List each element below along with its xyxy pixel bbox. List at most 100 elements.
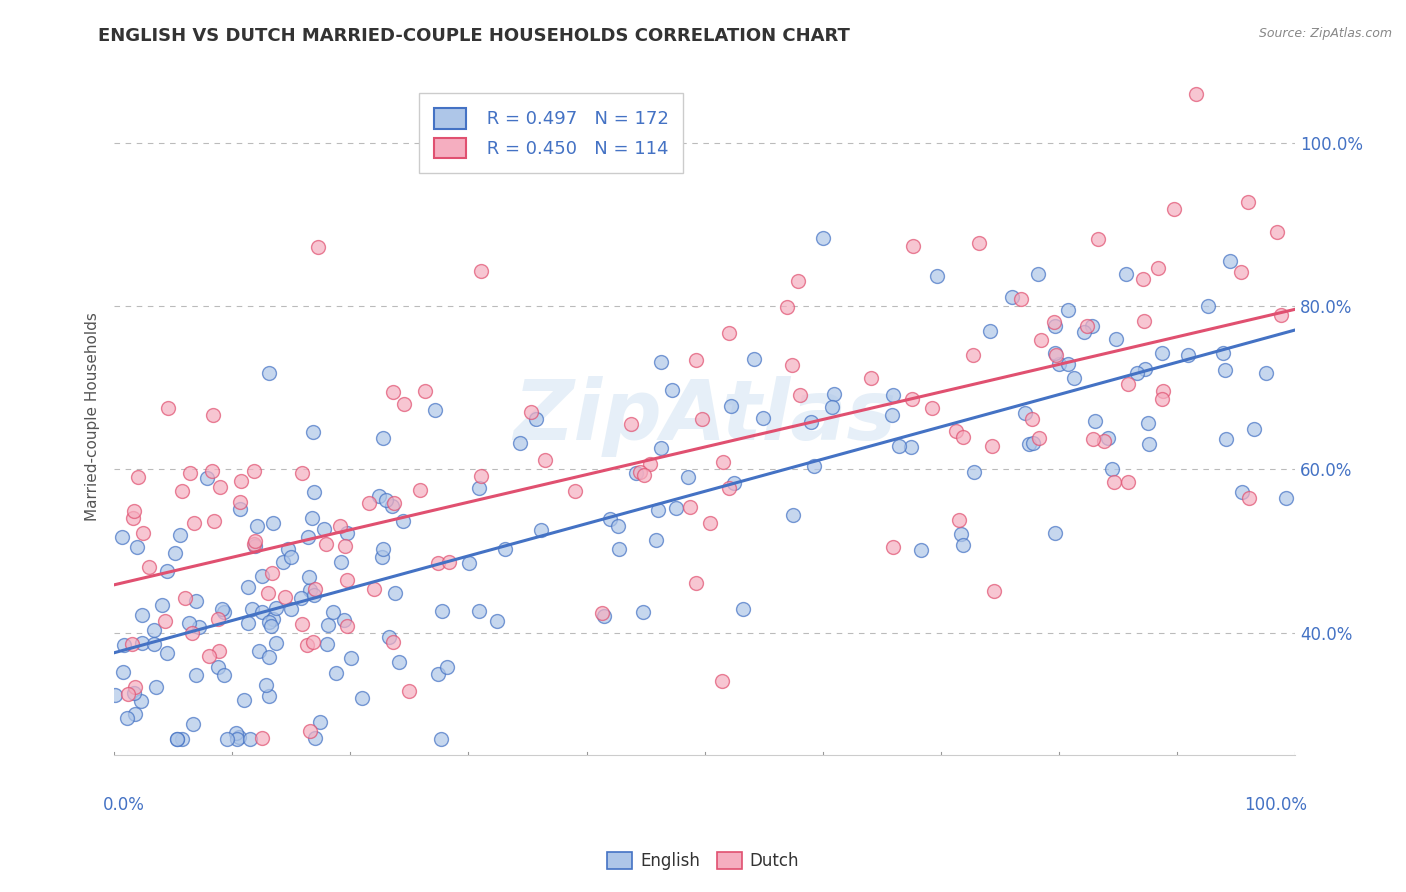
Point [336, 619, 359, 633]
Point [1014, 407, 1036, 421]
Point [371, 549, 394, 564]
Legend: English, Dutch: English, Dutch [600, 845, 806, 877]
Point [1045, 348, 1067, 362]
Point [1105, 332, 1128, 346]
Point [803, 459, 825, 474]
Point [375, 493, 398, 508]
Point [1001, 289, 1024, 303]
Point [340, 650, 363, 665]
Point [1021, 412, 1043, 426]
Point [1102, 475, 1125, 490]
Point [280, 602, 302, 616]
Point [676, 470, 699, 484]
Point [142, 624, 165, 638]
Point [240, 602, 263, 616]
Point [262, 612, 284, 626]
Point [225, 731, 247, 746]
Point [124, 706, 146, 721]
Point [207, 644, 229, 658]
Text: ENGLISH VS DUTCH MARRIED-COUPLE HOUSEHOLDS CORRELATION CHART: ENGLISH VS DUTCH MARRIED-COUPLE HOUSEHOL… [98, 27, 851, 45]
Point [156, 401, 179, 416]
Point [1045, 526, 1067, 541]
Point [232, 693, 254, 707]
Point [903, 238, 925, 252]
Point [207, 660, 229, 674]
Point [1101, 462, 1123, 476]
Point [520, 405, 543, 419]
Point [257, 649, 280, 664]
Point [1219, 254, 1241, 268]
Point [1028, 431, 1050, 445]
Point [315, 537, 337, 551]
Point [1132, 272, 1154, 286]
Point [821, 400, 844, 414]
Point [436, 660, 458, 674]
Point [1073, 325, 1095, 339]
Point [782, 508, 804, 522]
Text: 0.0%: 0.0% [103, 796, 145, 814]
Point [336, 526, 359, 541]
Point [1084, 414, 1107, 428]
Point [1133, 314, 1156, 328]
Point [184, 667, 207, 681]
Point [427, 667, 450, 681]
Point [1026, 268, 1049, 282]
Point [382, 496, 405, 510]
Point [163, 546, 186, 560]
Point [207, 612, 229, 626]
Point [1126, 366, 1149, 380]
Point [132, 526, 155, 541]
Point [333, 613, 356, 627]
Point [236, 615, 259, 630]
Point [208, 480, 231, 494]
Point [246, 519, 269, 533]
Point [211, 602, 233, 616]
Point [121, 637, 143, 651]
Point [188, 620, 211, 634]
Point [564, 483, 586, 498]
Point [665, 501, 688, 516]
Point [254, 678, 277, 692]
Point [298, 724, 321, 739]
Point [742, 351, 765, 366]
Point [787, 275, 810, 289]
Point [638, 457, 661, 471]
Point [357, 496, 380, 510]
Point [111, 665, 134, 679]
Point [1163, 202, 1185, 216]
Point [398, 684, 420, 698]
Point [962, 348, 984, 362]
Text: ZipAtlas: ZipAtlas [513, 376, 896, 457]
Point [298, 583, 321, 598]
Point [607, 519, 630, 533]
Point [125, 541, 148, 555]
Y-axis label: Married-couple Households: Married-couple Households [86, 312, 100, 521]
Point [882, 388, 904, 402]
Point [711, 455, 734, 469]
Point [228, 730, 250, 744]
Point [983, 584, 1005, 599]
Point [115, 711, 138, 725]
Point [633, 605, 655, 619]
Point [124, 680, 146, 694]
Point [156, 565, 179, 579]
Point [382, 635, 405, 649]
Point [201, 408, 224, 422]
Point [201, 464, 224, 478]
Point [316, 618, 339, 632]
Point [882, 540, 904, 554]
Point [131, 636, 153, 650]
Point [1087, 232, 1109, 246]
Point [910, 543, 932, 558]
Point [717, 326, 740, 340]
Point [150, 598, 173, 612]
Point [277, 541, 299, 556]
Point [229, 502, 252, 516]
Point [392, 397, 415, 411]
Point [204, 514, 226, 528]
Point [950, 527, 973, 541]
Point [1237, 491, 1260, 505]
Point [468, 481, 491, 495]
Point [470, 469, 492, 483]
Point [685, 352, 707, 367]
